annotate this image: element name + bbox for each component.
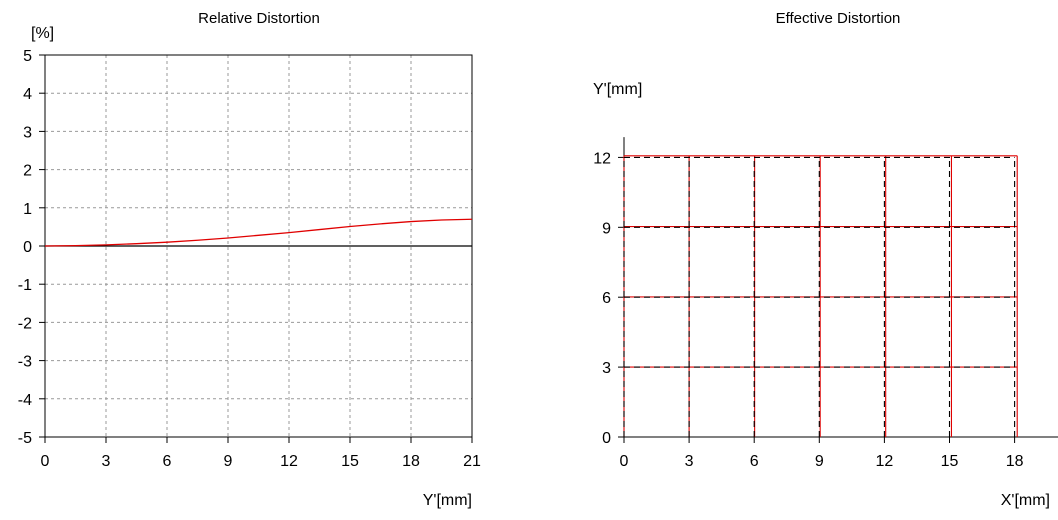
chart2-x-tick-label: 18: [1006, 453, 1024, 470]
effective-distortion-chart: Effective Distortion Y'[mm] X'[mm] 0 3 6 9 1…: [593, 10, 1058, 509]
chart1-y-tick-label: 2: [23, 163, 32, 180]
chart2-x-tick-label: 15: [941, 453, 959, 470]
chart2-title: Effective Distortion: [776, 10, 901, 27]
chart1-x-tick-label: 12: [280, 453, 298, 470]
chart2-y-tick-label: 6: [602, 290, 611, 307]
chart2-y-tick-label: 9: [602, 220, 611, 237]
chart1-x-tick-label: 15: [341, 453, 359, 470]
chart1-y-tick-label: -3: [18, 354, 32, 371]
chart2-x-tick-label: 6: [750, 453, 759, 470]
chart2-x-tick-label: 9: [815, 453, 824, 470]
chart2-x-tick-label: 0: [620, 453, 629, 470]
chart1-x-tick-label: 18: [402, 453, 420, 470]
chart1-title: Relative Distortion: [198, 10, 320, 27]
chart1-y-tick-label: 4: [23, 86, 32, 103]
chart1-ylabel: [%]: [31, 25, 54, 42]
chart1-y-tick-label: 5: [23, 48, 32, 65]
chart1-x-tick-label: 6: [163, 453, 172, 470]
chart2-y-tick-label: 3: [602, 360, 611, 377]
chart2-x-tick-label: 3: [685, 453, 694, 470]
chart1-xlabel: Y'[mm]: [423, 492, 472, 509]
chart2-y-tick-label: 0: [602, 430, 611, 447]
chart1-y-tick-label: -2: [18, 315, 32, 332]
chart2-x-tick-label: 12: [876, 453, 894, 470]
chart1-y-tick-label: 3: [23, 124, 32, 141]
chart2-xlabel: X'[mm]: [1001, 492, 1050, 509]
relative-distortion-chart: Relative Distortion [%] Y'[mm] 0 3 6 9 12 15 1…: [18, 10, 481, 509]
chart1-x-tick-label: 9: [224, 453, 233, 470]
chart1-x-tick-label: 3: [102, 453, 111, 470]
chart1-y-tick-label: 1: [23, 201, 32, 218]
chart1-y-tick-label: -1: [18, 277, 32, 294]
chart1-series-line: [44, 218, 473, 247]
chart1-y-tick-label: -5: [18, 430, 32, 447]
chart2-y-tick-label: 12: [593, 150, 611, 167]
chart2-ylabel: Y'[mm]: [593, 81, 642, 98]
chart1-y-tick-label: -4: [18, 392, 32, 409]
chart1-y-tick-label: 0: [23, 239, 32, 256]
chart1-x-tick-label: 21: [463, 453, 481, 470]
chart1-x-tick-label: 0: [41, 453, 50, 470]
